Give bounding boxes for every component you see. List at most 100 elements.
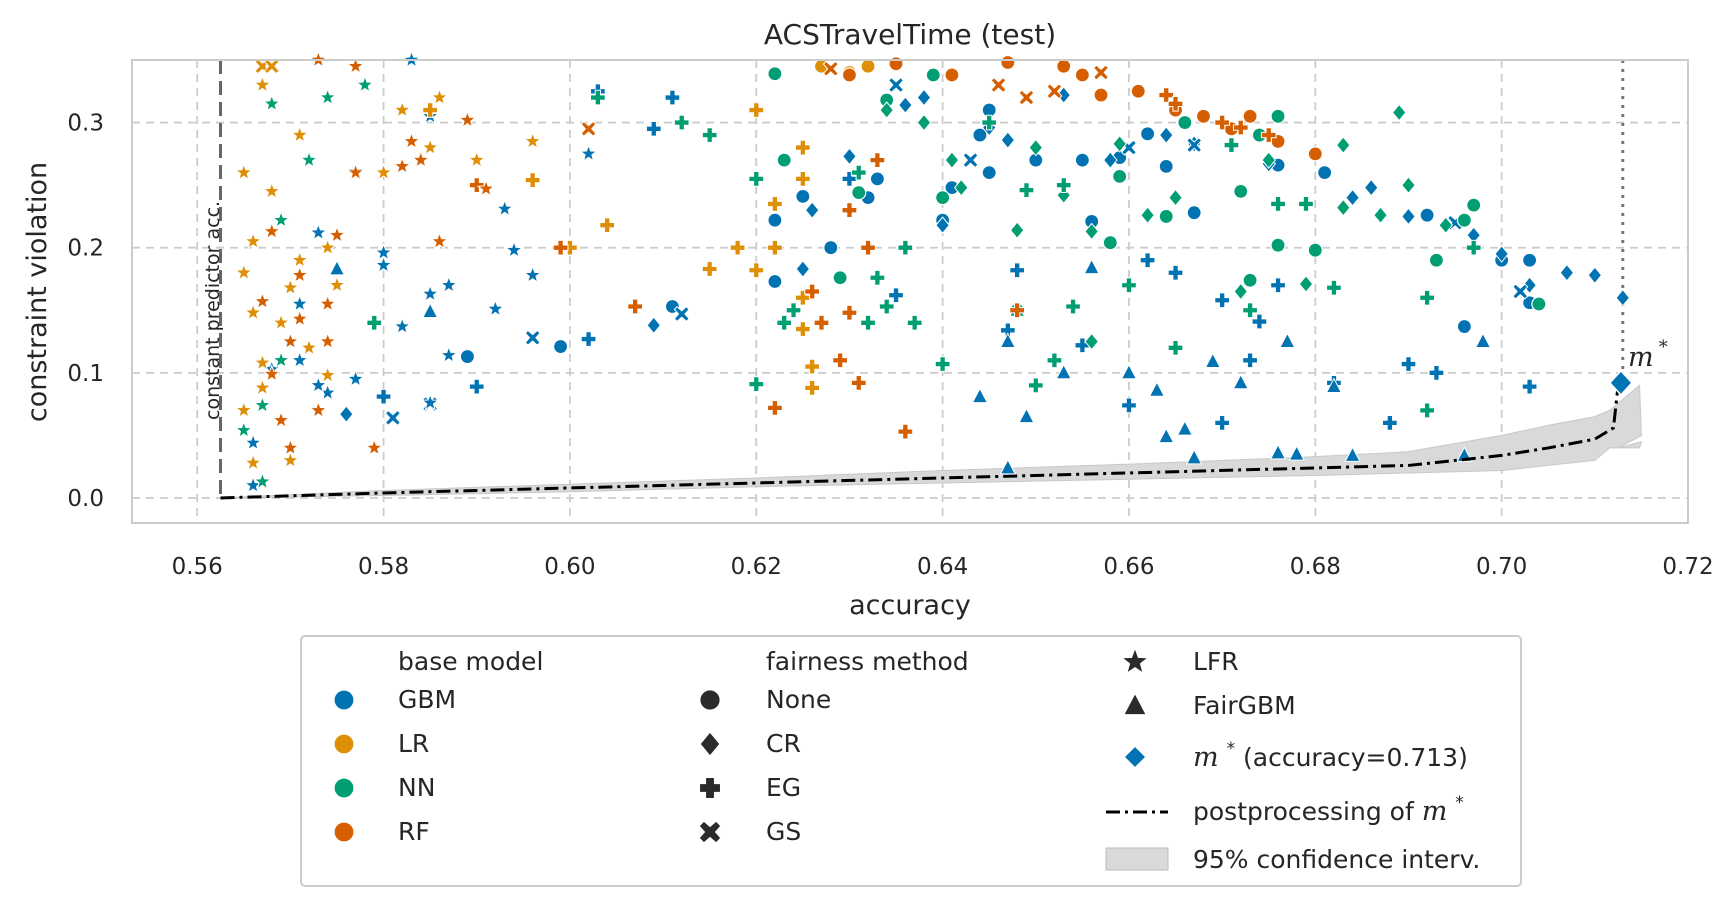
point-gbm-triangle: [1344, 446, 1361, 462]
x-tick-label: 0.72: [1662, 554, 1713, 580]
point-gbm-star: [579, 144, 598, 162]
legend-confidence-swatch: [1105, 847, 1169, 871]
point-gbm-circle: [1522, 252, 1538, 268]
point-gbm-star: [243, 433, 263, 451]
point-nn-plus: [748, 376, 765, 392]
point-gbm-plus: [1381, 415, 1398, 431]
point-rf-star: [281, 331, 300, 350]
point-lr-cross: [263, 58, 280, 75]
point-lr-plus: [795, 321, 811, 337]
point-gbm-circle: [1317, 165, 1333, 181]
point-nn-plus: [1065, 298, 1081, 315]
point-rf-circle: [1242, 108, 1258, 124]
y-tick-label: 0.2: [67, 236, 104, 262]
legend-postprocessing-m: m: [1422, 796, 1448, 827]
point-nn-circle: [1270, 237, 1286, 253]
legend-extra: m * (accuracy=0.713) postprocessing of m…: [1105, 739, 1480, 874]
point-gbm-triangle: [1148, 381, 1166, 397]
point-nn-circle: [1307, 242, 1323, 258]
legend-marker-gbm: [333, 689, 355, 711]
legend-marker-lr: [333, 733, 355, 755]
point-nn-plus: [981, 114, 998, 131]
point-nn-diamond: [1112, 135, 1127, 153]
point-gbm-plus: [1074, 337, 1091, 354]
point-nn-circle: [776, 152, 792, 168]
point-rf-plus: [804, 283, 821, 300]
point-gbm-diamond: [1158, 126, 1174, 144]
point-nn-diamond: [1401, 176, 1416, 194]
point-lr-plus: [748, 102, 765, 118]
legend-m-star-rest: (accuracy=0.713): [1243, 743, 1468, 772]
point-nn-plus: [934, 356, 951, 372]
point-lr-plus: [804, 358, 821, 375]
point-nn-plus: [673, 114, 690, 131]
point-rf-star: [290, 309, 310, 327]
point-gbm-star: [374, 255, 393, 274]
point-gbm-star: [308, 222, 328, 241]
point-gbm-triangle: [999, 458, 1017, 475]
point-nn-diamond: [953, 178, 969, 197]
point-gbm-circle: [1139, 126, 1156, 142]
point-gbm-plus: [580, 331, 597, 347]
point-gbm-triangle: [1232, 373, 1249, 390]
point-rf-plus: [850, 374, 867, 391]
point-gbm-circle: [1186, 205, 1202, 221]
point-nn-diamond: [1140, 206, 1155, 225]
point-nn-circle: [767, 66, 783, 82]
point-gbm-star: [308, 375, 328, 394]
point-gbm-circle: [1074, 152, 1090, 168]
point-gbm-plus: [1428, 364, 1445, 381]
point-rf-cross: [1092, 64, 1110, 81]
point-gbm-plus: [468, 378, 485, 395]
point-nn-diamond: [1391, 103, 1407, 122]
point-lr-star: [327, 275, 347, 294]
point-gbm-triangle: [328, 259, 346, 276]
point-gbm-triangle: [1176, 420, 1194, 436]
point-gbm-cross: [887, 76, 905, 94]
point-nn-plus: [869, 269, 886, 286]
point-rf-plus: [869, 152, 886, 168]
point-nn-circle: [1242, 272, 1258, 288]
legend-m-star-marker: [1122, 744, 1148, 770]
point-rf-star: [271, 410, 291, 429]
y-tick-label: 0.1: [67, 361, 104, 387]
point-gbm-diamond: [1615, 288, 1631, 307]
point-rf-star: [262, 364, 282, 383]
x-tick-labels: 0.56 0.58 0.60 0.62 0.64 0.66 0.68 0.70 0.72: [172, 554, 1714, 580]
point-rf-plus: [1232, 119, 1249, 136]
point-rf-star: [318, 331, 338, 350]
point-rf-plus: [552, 239, 569, 256]
point-gbm-plus: [1270, 277, 1286, 294]
point-lr-star: [234, 262, 254, 281]
legend-label-cr: CR: [766, 729, 801, 758]
point-rf-star: [262, 221, 282, 240]
point-gbm-triangle: [1055, 363, 1072, 380]
point-gbm-circle: [1419, 207, 1435, 223]
legend-marker-nn: [333, 777, 355, 799]
point-gbm-triangle: [1288, 445, 1305, 461]
point-lr-plus: [599, 217, 616, 234]
point-gbm-plus: [645, 120, 662, 137]
legend-marker-gs: [699, 821, 721, 843]
legend-label-eg: EG: [766, 773, 801, 802]
point-nn-plus: [1121, 277, 1137, 294]
point-rf-cross: [990, 76, 1007, 94]
legend-base-models: GBM LR NN RF: [333, 685, 456, 846]
legend-label-nn: NN: [398, 773, 435, 802]
point-gbm-star: [439, 345, 459, 364]
point-nn-circle: [935, 190, 951, 206]
point-rf-star: [430, 231, 449, 250]
legend-marker-fairgbm: [1124, 694, 1146, 715]
point-lr-plus: [795, 289, 811, 306]
point-rf-star: [346, 162, 365, 181]
point-nn-circle: [851, 185, 867, 201]
point-nn-plus: [1223, 137, 1240, 153]
point-gbm-diamond: [842, 147, 857, 166]
point-lr-star: [318, 365, 338, 384]
point-rf-star: [411, 150, 431, 169]
point-gbm-cross: [673, 305, 690, 323]
point-gbm-triangle: [1474, 332, 1492, 349]
legend-m-star-m: m: [1193, 742, 1219, 773]
point-rf-circle: [1195, 108, 1212, 124]
point-nn-star: [262, 93, 282, 112]
